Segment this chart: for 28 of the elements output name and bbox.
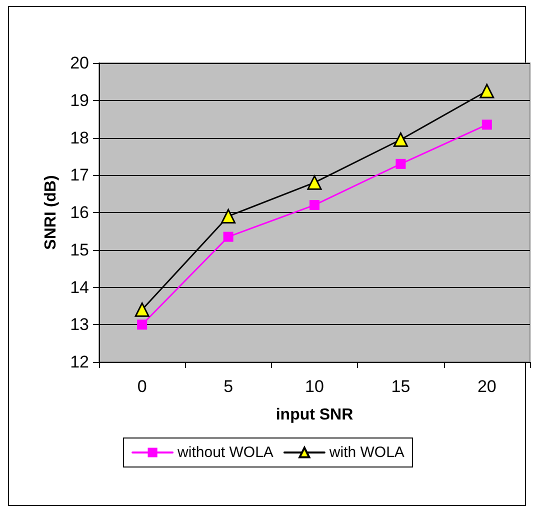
y-axis-title: SNRI (dB) xyxy=(42,175,60,250)
y-tick-label: 17 xyxy=(70,166,89,185)
x-tick-label: 20 xyxy=(477,377,496,396)
y-tick-label: 12 xyxy=(70,352,89,372)
point xyxy=(396,158,406,169)
point xyxy=(307,175,322,190)
x-tick-label: 15 xyxy=(391,377,410,396)
y-tick-label: 13 xyxy=(70,315,89,334)
legend-label: with WOLA xyxy=(328,444,404,461)
point xyxy=(221,208,236,224)
x-tick-label: 0 xyxy=(137,377,147,396)
y-tick-label: 14 xyxy=(70,278,89,297)
point xyxy=(137,320,148,330)
point xyxy=(223,232,234,242)
point xyxy=(393,132,408,147)
y-tick-label: 16 xyxy=(70,203,89,222)
point xyxy=(480,84,494,98)
y-tick-label: 19 xyxy=(70,90,89,110)
point xyxy=(134,302,150,317)
x-tick-label: 10 xyxy=(305,377,324,396)
legend-label: without WOLA xyxy=(176,444,274,461)
x-tick-label: 5 xyxy=(224,377,234,396)
y-tick-label: 20 xyxy=(70,54,89,72)
point xyxy=(482,120,492,130)
y-tick-label: 18 xyxy=(70,128,89,148)
y-tick-label: 15 xyxy=(70,240,89,260)
point xyxy=(310,200,320,210)
x-axis-title: input SNR xyxy=(276,406,354,424)
